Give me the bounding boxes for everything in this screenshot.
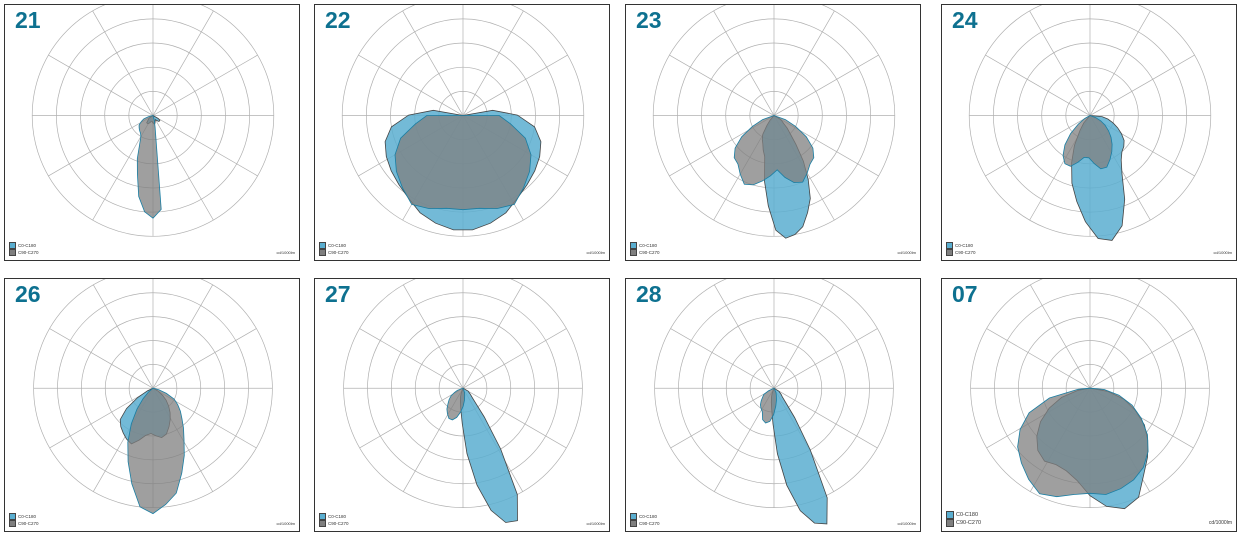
polar-svg (654, 279, 894, 525)
unit-label: cd/1000lm (276, 250, 295, 255)
unit-label: cd/1000lm (1213, 250, 1232, 255)
unit-label: cd/1000lm (586, 521, 605, 526)
polar-chart-28: 28 C0-C180 C90-C270 cd/1000lm (625, 278, 921, 532)
chart-number: 28 (636, 281, 662, 307)
legend-swatch-c0 (319, 242, 326, 249)
unit-label: cd/1000lm (897, 250, 916, 255)
polar-svg (968, 5, 1212, 241)
legend-label-c90: C90-C270 (18, 521, 39, 526)
chart-number: 27 (325, 281, 351, 307)
polar-chart-07: 07 C0-C180 C90-C270 cd/1000lm (941, 278, 1237, 532)
chart-number: 07 (952, 281, 978, 307)
legend-swatch-c90 (9, 520, 16, 527)
legend-swatch-c90 (630, 520, 637, 527)
polar-chart-24: 24 C0-C180 C90-C270 cd/1000lm (941, 4, 1237, 261)
series-c0-c180-area (1017, 387, 1149, 498)
unit-label: cd/1000lm (1208, 520, 1232, 526)
polar-svg (33, 279, 273, 515)
legend: C0-C180 C90-C270 (319, 513, 349, 527)
legend-label-c0: C0-C180 (639, 243, 658, 248)
unit-label: cd/1000lm (897, 521, 916, 526)
unit-label: cd/1000lm (586, 250, 605, 255)
series-c90-c270-area (770, 387, 828, 525)
legend-swatch-c0 (319, 513, 326, 520)
legend-swatch-c90 (630, 249, 637, 256)
legend-label-c0: C0-C180 (18, 243, 37, 248)
polar-svg (31, 5, 275, 237)
chart-number: 26 (15, 281, 41, 307)
legend-label-c0: C0-C180 (18, 514, 37, 519)
legend-label-c90: C90-C270 (18, 250, 39, 255)
series-c0-c180-area (759, 387, 777, 424)
series-c0-c180-area (127, 387, 185, 515)
unit-label: cd/1000lm (276, 521, 295, 526)
legend-label-c0: C0-C180 (639, 514, 658, 519)
legend-swatch-c90 (319, 520, 326, 527)
legend-swatch-c0 (9, 242, 16, 249)
legend: C0-C180 C90-C270 (9, 242, 39, 256)
polar-chart-27: 27 C0-C180 C90-C270 cd/1000lm (314, 278, 610, 532)
legend-label-c90: C90-C270 (956, 520, 982, 526)
chart-number: 24 (952, 7, 978, 33)
series-c0-c180-area (136, 115, 162, 219)
legend: C0-C180 C90-C270 (946, 511, 981, 527)
series-c0-c180-area (394, 115, 532, 211)
legend-label-c90: C90-C270 (639, 250, 660, 255)
polar-svg (341, 5, 585, 237)
series-c0-c180-area (446, 387, 466, 421)
polar-svg (343, 279, 583, 523)
polar-chart-22: 22 C0-C180 C90-C270 cd/1000lm (314, 4, 610, 261)
chart-number: 23 (636, 7, 662, 33)
legend-label-c90: C90-C270 (639, 521, 660, 526)
legend-label-c0: C0-C180 (328, 514, 347, 519)
polar-svg (652, 5, 896, 239)
polar-svg (970, 279, 1210, 510)
legend-swatch-c90 (319, 249, 326, 256)
legend-swatch-c90 (946, 249, 953, 256)
polar-chart-23: 23 C0-C180 C90-C270 cd/1000lm (625, 4, 921, 261)
series-c0-c180-area (1062, 115, 1113, 170)
legend-label-c0: C0-C180 (328, 243, 347, 248)
chart-number: 21 (15, 7, 41, 33)
legend-swatch-c0 (9, 513, 16, 520)
legend-label-c90: C90-C270 (328, 521, 349, 526)
chart-number: 22 (325, 7, 351, 33)
series-c90-c270-area (459, 387, 518, 523)
legend-swatch-c90 (9, 249, 16, 256)
legend-swatch-c0 (630, 242, 637, 249)
series-c0-c180-area (733, 115, 815, 186)
legend-swatch-c0 (630, 513, 637, 520)
legend: C0-C180 C90-C270 (946, 242, 976, 256)
legend-swatch-c0 (946, 242, 953, 249)
legend: C0-C180 C90-C270 (630, 242, 660, 256)
legend: C0-C180 C90-C270 (319, 242, 349, 256)
legend-label-c0: C0-C180 (955, 243, 974, 248)
legend-label-c0: C0-C180 (956, 512, 979, 518)
legend: C0-C180 C90-C270 (630, 513, 660, 527)
legend: C0-C180 C90-C270 (9, 513, 39, 527)
legend-swatch-c0 (946, 511, 954, 519)
legend-swatch-c90 (946, 519, 954, 527)
legend-label-c90: C90-C270 (955, 250, 976, 255)
polar-chart-26: 26 C0-C180 C90-C270 cd/1000lm (4, 278, 300, 532)
legend-label-c90: C90-C270 (328, 250, 349, 255)
polar-chart-21: 21 C0-C180 C90-C270 cd/1000lm (4, 4, 300, 261)
